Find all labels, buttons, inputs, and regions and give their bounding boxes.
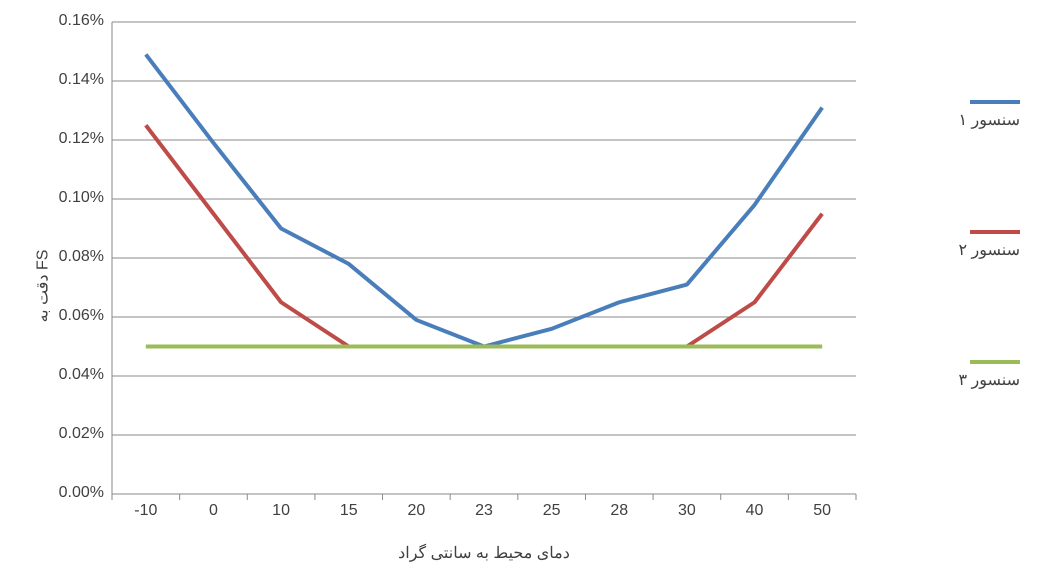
x-tick-label: -10 xyxy=(121,502,171,520)
legend-label: سنسور ۳ xyxy=(900,370,1020,390)
line-chart: دقت به FS 0.00%0.02%0.04%0.06%0.08%0.10%… xyxy=(0,0,1040,571)
legend-entry: سنسور ۳ xyxy=(900,360,1020,390)
legend-label: سنسور ۲ xyxy=(900,240,1020,260)
x-tick-label: 25 xyxy=(527,502,577,520)
legend-swatch xyxy=(970,360,1020,364)
legend-swatch xyxy=(970,230,1020,234)
plot-area xyxy=(0,0,866,504)
legend-entry: سنسور ۱ xyxy=(900,100,1020,130)
series-line-1 xyxy=(146,54,822,346)
x-axis-title: دمای محیط به سانتی گراد xyxy=(112,543,856,563)
x-tick-label: 10 xyxy=(256,502,306,520)
x-tick-label: 40 xyxy=(730,502,780,520)
legend-entry: سنسور ۲ xyxy=(900,230,1020,260)
x-tick-label: 20 xyxy=(391,502,441,520)
x-tick-label: 30 xyxy=(662,502,712,520)
x-tick-label: 50 xyxy=(797,502,847,520)
legend: سنسور ۱ سنسور ۲ سنسور ۳ xyxy=(900,0,1020,571)
x-tick-label: 0 xyxy=(188,502,238,520)
series-line-2 xyxy=(146,125,822,346)
x-tick-label: 28 xyxy=(594,502,644,520)
x-tick-label: 15 xyxy=(324,502,374,520)
x-tick-label: 23 xyxy=(459,502,509,520)
legend-label: سنسور ۱ xyxy=(900,110,1020,130)
legend-swatch xyxy=(970,100,1020,104)
